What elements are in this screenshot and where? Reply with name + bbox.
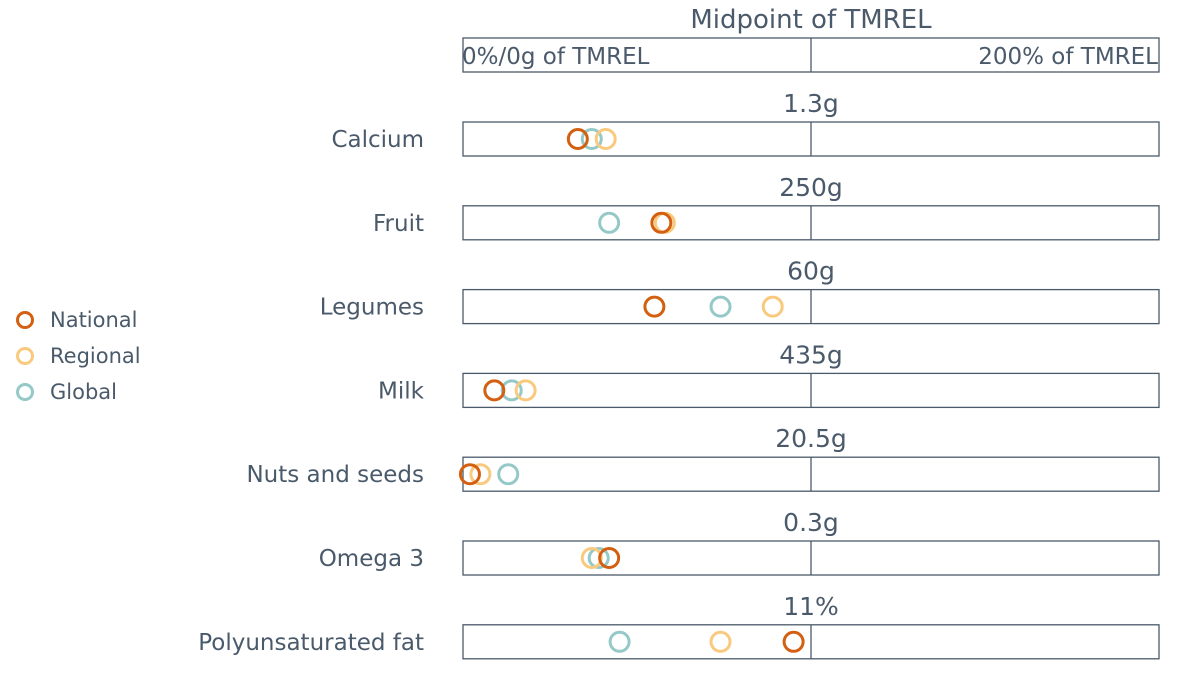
- point-regional-legumes: [761, 295, 784, 318]
- row-label-milk: Milk: [378, 378, 425, 404]
- legend-swatch-regional: [16, 347, 34, 365]
- row-label-nuts-and-seeds: Nuts and seeds: [246, 462, 424, 488]
- point-national-legumes: [643, 295, 666, 318]
- point-national-polyunsaturated-fat: [782, 630, 805, 653]
- legend: National Regional Global: [16, 302, 141, 410]
- row-label-calcium: Calcium: [331, 127, 424, 153]
- midpoint-label-legumes: 60g: [787, 257, 835, 286]
- legend-label-regional: Regional: [50, 344, 141, 368]
- midpoint-label-milk: 435g: [779, 340, 843, 369]
- legend-item-national: National: [16, 302, 141, 338]
- row-label-legumes: Legumes: [320, 295, 424, 321]
- point-regional-polyunsaturated-fat: [709, 630, 732, 653]
- point-global-legumes: [709, 295, 732, 318]
- point-national-calcium: [566, 128, 589, 150]
- point-national-milk: [483, 379, 506, 402]
- row-label-polyunsaturated-fat: Polyunsaturated fat: [198, 630, 424, 656]
- point-regional-omega-3: [580, 547, 603, 569]
- point-regional-nuts-and-seeds: [469, 463, 492, 486]
- legend-swatch-global: [16, 383, 34, 401]
- point-global-polyunsaturated-fat: [608, 630, 631, 653]
- chart-rows: Calcium 1.3g Fruit 250g Legumes 60g Milk 435g Nu…: [198, 89, 1160, 660]
- scale-right-label: 200% of TMREL: [978, 44, 1158, 70]
- point-regional-milk: [514, 379, 537, 402]
- midpoint-label-polyunsaturated-fat: 11%: [783, 592, 839, 621]
- point-regional-calcium: [594, 128, 617, 150]
- point-global-calcium: [580, 128, 603, 150]
- midpoint-label-fruit: 250g: [779, 173, 843, 202]
- legend-item-global: Global: [16, 374, 141, 410]
- point-global-milk: [500, 379, 523, 402]
- legend-swatch-national: [16, 311, 34, 329]
- point-national-fruit: [650, 211, 673, 234]
- legend-item-regional: Regional: [16, 338, 141, 374]
- legend-label-national: National: [50, 308, 138, 332]
- midpoint-label-nuts-and-seeds: 20.5g: [775, 424, 847, 453]
- legend-label-global: Global: [50, 380, 117, 404]
- point-national-omega-3: [598, 547, 621, 569]
- row-label-fruit: Fruit: [373, 211, 424, 237]
- midpoint-label-omega-3: 0.3g: [783, 508, 839, 537]
- point-global-omega-3: [587, 547, 610, 569]
- point-global-fruit: [598, 211, 621, 234]
- point-global-nuts-and-seeds: [497, 463, 520, 486]
- chart-title: Midpoint of TMREL: [690, 5, 932, 35]
- midpoint-label-calcium: 1.3g: [783, 89, 839, 118]
- point-national-nuts-and-seeds: [458, 463, 481, 486]
- row-label-omega-3: Omega 3: [319, 546, 424, 572]
- scale-left-label: 0%/0g of TMREL: [462, 44, 650, 70]
